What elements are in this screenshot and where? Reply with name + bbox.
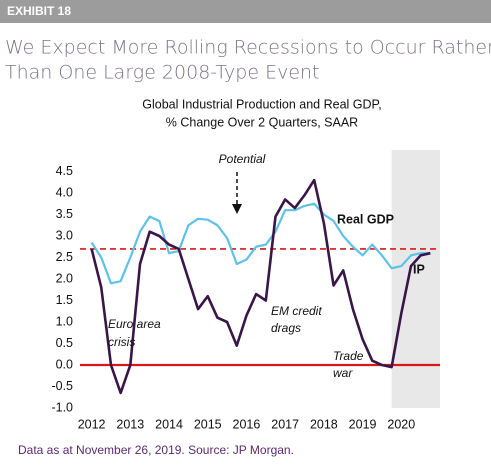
annotation: EM credit xyxy=(271,304,322,318)
y-tick-label: 0.0 xyxy=(56,357,73,371)
y-tick-label: 1.5 xyxy=(56,293,73,307)
chart-subtitle: Global Industrial Production and Real GD… xyxy=(142,97,382,111)
header-bar xyxy=(0,0,491,23)
x-tick-label: 2012 xyxy=(78,417,106,431)
series-label: Real GDP xyxy=(337,212,394,226)
x-tick-label: 2020 xyxy=(387,417,415,431)
title-line: We Expect More Rolling Recessions to Occ… xyxy=(5,37,491,59)
x-tick-label: 2013 xyxy=(116,417,144,431)
series-line xyxy=(90,178,431,395)
x-tick-label: 2015 xyxy=(194,417,222,431)
plot-area: -1.0 -0.5 0.0 0.5 1.0 1.5 2.0 2.5 3.0 3.5 4.0 4.5 20… xyxy=(51,150,440,431)
y-tick-label: -0.5 xyxy=(51,379,73,393)
header: EXHIBIT 18 xyxy=(7,4,71,18)
y-tick-label: 4.5 xyxy=(56,164,73,178)
y-tick-label: 1.0 xyxy=(56,314,73,328)
series-label: IP xyxy=(413,262,425,276)
shaded-region xyxy=(391,150,440,408)
y-tick-label: 2.5 xyxy=(56,250,73,264)
y-tick-label: 4.0 xyxy=(56,185,73,199)
annotation: crisis xyxy=(108,335,135,349)
x-tick-label: 2017 xyxy=(271,417,299,431)
annotation-arrowhead xyxy=(232,204,242,214)
y-tick-label: 0.5 xyxy=(56,336,73,350)
chart-subtitle: % Change Over 2 Quarters, SAAR xyxy=(166,115,358,129)
x-tick-label: 2014 xyxy=(155,417,183,431)
x-tick-label: 2018 xyxy=(310,417,338,431)
annotation: war xyxy=(333,366,353,380)
annotation: drags xyxy=(271,321,301,335)
y-tick-label: 2.0 xyxy=(56,271,73,285)
annotation: Euro area xyxy=(108,317,161,331)
series-line xyxy=(90,202,431,285)
x-tick-label: 2019 xyxy=(349,417,377,431)
y-tick-label: -1.0 xyxy=(51,400,73,414)
title-line: Than One Large 2008-Type Event xyxy=(5,62,320,84)
y-tick-label: 3.5 xyxy=(56,207,73,221)
footer: Data as at November 26, 2019. Source: JP… xyxy=(18,443,294,457)
x-tick-label: 2016 xyxy=(233,417,261,431)
annotation: Trade xyxy=(333,349,364,363)
y-tick-label: 3.0 xyxy=(56,228,73,242)
annotation: Potential xyxy=(219,152,266,166)
